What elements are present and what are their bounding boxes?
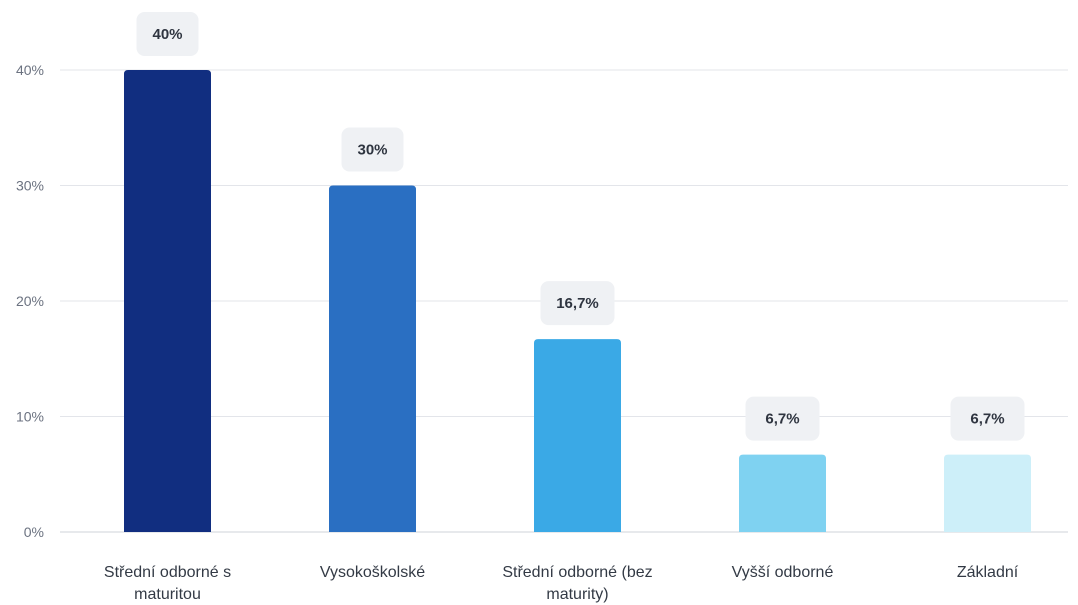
bars (124, 70, 1031, 532)
data-label-background (745, 396, 820, 441)
bar-4 (739, 454, 826, 532)
x-tick-label: Střední odborné s (104, 564, 231, 581)
data-label: 6,7% (970, 411, 1004, 428)
x-tick-label: Vyšší odborné (732, 564, 834, 581)
data-label: 30% (357, 142, 387, 159)
bar-2 (329, 185, 416, 532)
data-label: 6,7% (765, 411, 799, 428)
data-label-background (540, 281, 615, 326)
y-tick-label: 30% (16, 178, 44, 194)
data-labels: 40% 30% 16,7% 6,7% 6,7% (136, 12, 1025, 441)
data-label-background (136, 12, 199, 56)
y-tick-label: 0% (24, 524, 44, 540)
bar-3 (534, 339, 621, 532)
data-label: 40% (152, 26, 182, 43)
y-axis-tick-labels: 0% 10% 20% 30% 40% (16, 62, 44, 540)
data-label: 16,7% (556, 295, 599, 312)
bar-1 (124, 70, 211, 532)
x-tick-label: Vysokoškolské (320, 564, 425, 581)
bar-5 (944, 454, 1031, 532)
y-tick-label: 40% (16, 62, 44, 78)
data-label-background (950, 396, 1025, 441)
x-tick-label: maturity) (546, 586, 608, 603)
data-label-background (341, 127, 404, 172)
y-tick-label: 10% (16, 409, 44, 425)
y-tick-label: 20% (16, 293, 44, 309)
x-tick-label: maturitou (134, 586, 201, 603)
x-axis-tick-labels: Střední odborné s maturitou Vysokoškolské S… (104, 564, 1019, 603)
x-tick-label: Střední odborné (bez (502, 564, 652, 581)
x-tick-label: Základní (957, 564, 1019, 581)
